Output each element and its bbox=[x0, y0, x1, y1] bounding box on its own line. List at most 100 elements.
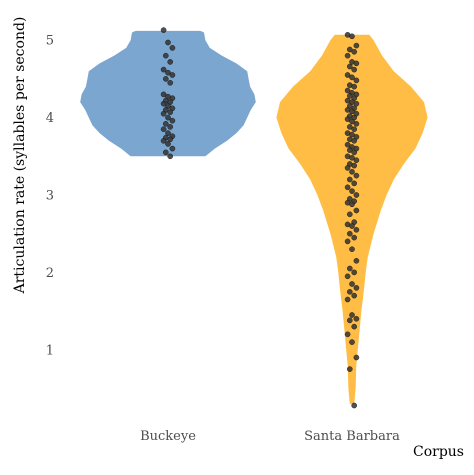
data-point bbox=[162, 121, 169, 127]
data-point bbox=[344, 87, 351, 94]
data-point bbox=[351, 162, 358, 169]
data-point bbox=[349, 312, 355, 318]
data-point bbox=[353, 192, 360, 198]
data-point bbox=[346, 317, 353, 324]
data-point bbox=[162, 149, 169, 156]
violin-layer bbox=[80, 30, 428, 405]
data-point bbox=[167, 59, 173, 65]
y-tick-label: 1 bbox=[46, 343, 54, 358]
data-point bbox=[351, 66, 358, 73]
data-point bbox=[167, 153, 173, 160]
y-tick-label: 2 bbox=[46, 266, 54, 281]
data-point bbox=[353, 100, 360, 107]
data-point bbox=[349, 281, 355, 287]
data-point bbox=[165, 130, 171, 136]
data-point bbox=[160, 91, 167, 98]
data-point bbox=[353, 157, 360, 163]
data-point bbox=[160, 110, 167, 117]
data-point bbox=[344, 238, 351, 245]
x-tick-label: Buckeye bbox=[140, 429, 196, 444]
data-point bbox=[160, 66, 167, 73]
data-point bbox=[167, 124, 173, 130]
data-point bbox=[167, 109, 173, 115]
data-point bbox=[169, 45, 176, 51]
data-point bbox=[353, 226, 360, 233]
data-point bbox=[349, 223, 355, 229]
data-point bbox=[346, 265, 353, 272]
data-point bbox=[344, 141, 351, 148]
data-point bbox=[165, 141, 171, 147]
y-tick-label: 5 bbox=[46, 34, 54, 49]
data-point bbox=[349, 188, 355, 194]
data-point bbox=[349, 168, 355, 175]
data-point bbox=[349, 201, 355, 208]
data-point bbox=[346, 288, 353, 295]
data-point bbox=[346, 366, 353, 372]
data-point bbox=[353, 207, 360, 214]
data-point bbox=[344, 72, 351, 78]
data-point bbox=[351, 292, 358, 299]
data-point bbox=[351, 180, 358, 187]
y-axis-ticks: 1 2 3 4 5 bbox=[46, 34, 54, 359]
data-point bbox=[346, 230, 353, 237]
data-point bbox=[349, 131, 355, 138]
data-point bbox=[162, 52, 169, 59]
violin-santa-barbara bbox=[276, 34, 428, 405]
data-point bbox=[351, 126, 358, 132]
data-point bbox=[165, 69, 171, 76]
data-point bbox=[167, 136, 173, 143]
data-point bbox=[353, 77, 360, 84]
data-point bbox=[351, 149, 358, 156]
data-point bbox=[349, 246, 355, 252]
data-point bbox=[351, 402, 358, 409]
data-point bbox=[351, 234, 358, 241]
data-point bbox=[344, 165, 351, 171]
data-point bbox=[160, 27, 167, 33]
violin-buckeye bbox=[80, 30, 256, 157]
data-point bbox=[344, 116, 351, 122]
data-point bbox=[169, 72, 176, 78]
data-point bbox=[353, 354, 360, 361]
data-point bbox=[353, 315, 360, 322]
data-point bbox=[351, 269, 358, 276]
data-point bbox=[351, 83, 358, 90]
data-point bbox=[344, 52, 351, 59]
data-point bbox=[346, 63, 353, 70]
data-point bbox=[349, 118, 355, 125]
data-point bbox=[346, 93, 353, 99]
data-point bbox=[353, 60, 360, 67]
data-point bbox=[160, 126, 167, 132]
data-point bbox=[349, 74, 355, 81]
data-point bbox=[353, 121, 360, 127]
y-tick-label: 3 bbox=[46, 189, 54, 204]
data-point bbox=[346, 124, 353, 130]
data-point bbox=[344, 273, 351, 280]
points-layer bbox=[160, 27, 360, 409]
data-point bbox=[349, 339, 355, 345]
data-point bbox=[353, 257, 360, 264]
data-point bbox=[351, 323, 358, 330]
data-point bbox=[165, 39, 171, 46]
data-point bbox=[344, 296, 351, 303]
data-point bbox=[351, 137, 358, 144]
data-point bbox=[346, 147, 353, 153]
data-point bbox=[353, 172, 360, 179]
data-point bbox=[160, 137, 167, 144]
data-point bbox=[167, 80, 173, 86]
y-tick-label: 4 bbox=[46, 111, 54, 126]
data-point bbox=[349, 33, 355, 40]
x-axis-title: Corpus bbox=[413, 444, 464, 460]
y-axis-title: Articulation rate (syllables per second) bbox=[12, 17, 28, 295]
data-point bbox=[165, 114, 171, 121]
data-point bbox=[349, 154, 355, 161]
data-point bbox=[169, 145, 176, 152]
data-point bbox=[346, 211, 353, 218]
data-point bbox=[160, 100, 167, 107]
data-point bbox=[344, 184, 351, 191]
data-point bbox=[351, 49, 358, 55]
data-point bbox=[346, 176, 353, 183]
data-point bbox=[353, 285, 360, 291]
data-point bbox=[353, 42, 360, 49]
x-tick-label: Santa Barbara bbox=[304, 429, 400, 444]
